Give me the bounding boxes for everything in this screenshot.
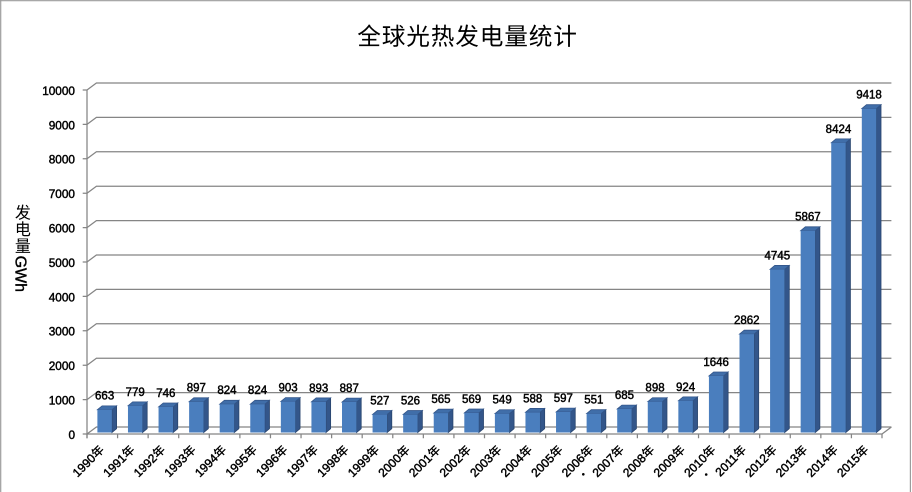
svg-text:924: 924 — [676, 382, 696, 394]
svg-text:5000: 5000 — [49, 256, 76, 270]
svg-text:588: 588 — [523, 393, 542, 405]
svg-text:898: 898 — [645, 383, 664, 395]
svg-text:597: 597 — [554, 393, 573, 405]
svg-text:9000: 9000 — [49, 118, 76, 132]
svg-text:7000: 7000 — [49, 187, 76, 201]
svg-text:569: 569 — [462, 394, 481, 406]
svg-text:GWh: GWh — [12, 256, 29, 292]
svg-text:3000: 3000 — [49, 325, 76, 339]
svg-text:779: 779 — [126, 387, 145, 399]
svg-text:4745: 4745 — [765, 250, 791, 262]
svg-text:10000: 10000 — [42, 84, 75, 98]
svg-text:549: 549 — [493, 395, 512, 407]
svg-text:8000: 8000 — [49, 153, 76, 167]
svg-text:824: 824 — [217, 385, 237, 397]
svg-text:551: 551 — [584, 395, 603, 407]
svg-text:903: 903 — [279, 382, 298, 394]
svg-text:893: 893 — [309, 383, 328, 395]
svg-text:5867: 5867 — [795, 212, 821, 224]
svg-text:663: 663 — [95, 391, 114, 403]
svg-text:9418: 9418 — [856, 90, 882, 102]
svg-text:1000: 1000 — [49, 394, 76, 408]
svg-text:527: 527 — [370, 395, 389, 407]
svg-text:2862: 2862 — [734, 315, 760, 327]
svg-text:1646: 1646 — [703, 357, 729, 369]
svg-text:526: 526 — [401, 395, 420, 407]
svg-text:0: 0 — [68, 428, 75, 442]
svg-text:685: 685 — [615, 390, 634, 402]
svg-text:8424: 8424 — [826, 124, 852, 136]
svg-text:746: 746 — [156, 388, 175, 400]
svg-text:6000: 6000 — [49, 222, 76, 236]
svg-text:887: 887 — [340, 383, 359, 395]
svg-text:565: 565 — [431, 394, 450, 406]
svg-text:2000: 2000 — [49, 359, 76, 373]
svg-text:824: 824 — [248, 385, 268, 397]
svg-text:897: 897 — [187, 383, 206, 395]
svg-text:4000: 4000 — [49, 290, 76, 304]
